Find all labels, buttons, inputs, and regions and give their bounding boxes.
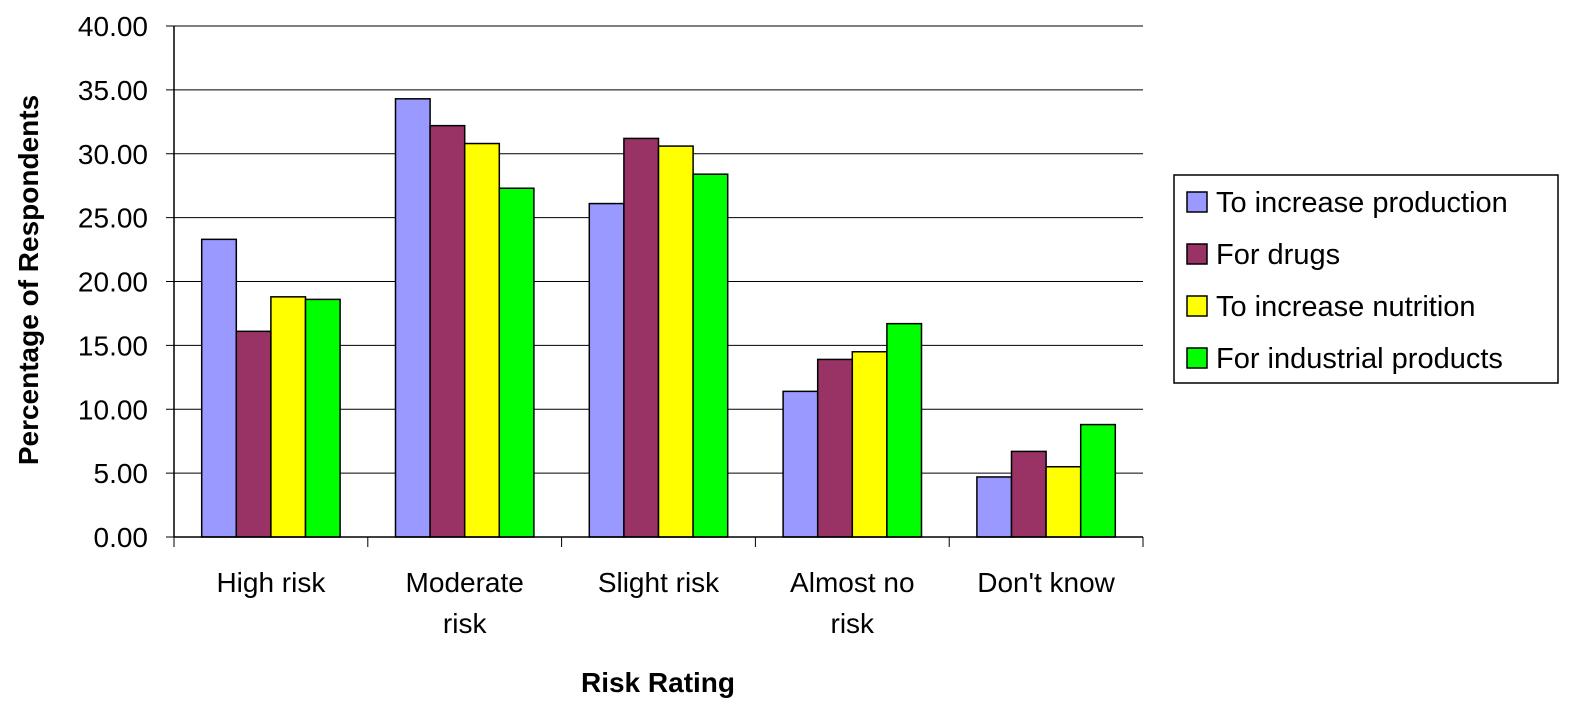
bar	[851, 351, 888, 538]
x-axis-title: Risk Rating	[581, 667, 735, 698]
legend-swatch	[1186, 295, 1208, 317]
x-category-labels: High risk Moderate risk Slight risk Almost n…	[216, 567, 1115, 639]
y-tick-label: 15.00	[78, 330, 148, 361]
y-tick-labels: 0.00 5.00 10.00 15.00 20.00 25.00 30.00 35.00 40…	[78, 11, 148, 553]
y-tick-label: 0.00	[94, 522, 149, 553]
bars	[200, 98, 1117, 538]
x-category-label: High risk	[216, 567, 326, 598]
y-tick-label: 40.00	[78, 11, 148, 42]
y-tick-label: 5.00	[94, 458, 149, 489]
bar	[588, 202, 625, 538]
legend-label: To increase nutrition	[1216, 291, 1476, 323]
y-tick-label: 10.00	[78, 394, 148, 425]
bar	[235, 330, 272, 538]
y-axis-title: Percentage of Respondents	[13, 95, 44, 465]
legend-label: For industrial products	[1216, 343, 1503, 375]
bar	[623, 137, 660, 538]
bar	[498, 187, 535, 538]
legend-label: For drugs	[1216, 239, 1340, 271]
legend-swatch	[1186, 191, 1208, 213]
y-tick-label: 35.00	[78, 75, 148, 106]
bar	[1010, 450, 1047, 538]
bar	[657, 145, 694, 538]
bar	[394, 98, 431, 538]
x-category-label: Moderate risk	[406, 567, 524, 639]
bar	[816, 358, 854, 538]
bar	[1079, 423, 1117, 538]
bar	[692, 173, 729, 538]
bar	[976, 476, 1013, 538]
bar	[1045, 465, 1082, 538]
x-category-label: Almost no risk	[790, 567, 915, 639]
bar	[463, 142, 501, 538]
axes	[166, 25, 1144, 547]
legend-label: To increase production	[1216, 187, 1508, 219]
bar	[429, 124, 466, 538]
legend-swatch	[1186, 347, 1208, 369]
legend-box	[1173, 174, 1559, 384]
legend: To increase production For drugs To increa…	[1173, 174, 1559, 384]
bar	[304, 298, 341, 538]
bar	[270, 296, 307, 538]
y-tick-label: 25.00	[78, 203, 148, 234]
x-category-label: Don't know	[977, 567, 1115, 598]
bar	[886, 322, 923, 538]
legend-swatch	[1186, 243, 1208, 265]
y-tick-label: 30.00	[78, 139, 148, 170]
bar	[200, 238, 238, 538]
x-category-label: Slight risk	[598, 567, 720, 598]
bar	[782, 390, 819, 538]
y-tick-label: 20.00	[78, 267, 148, 298]
